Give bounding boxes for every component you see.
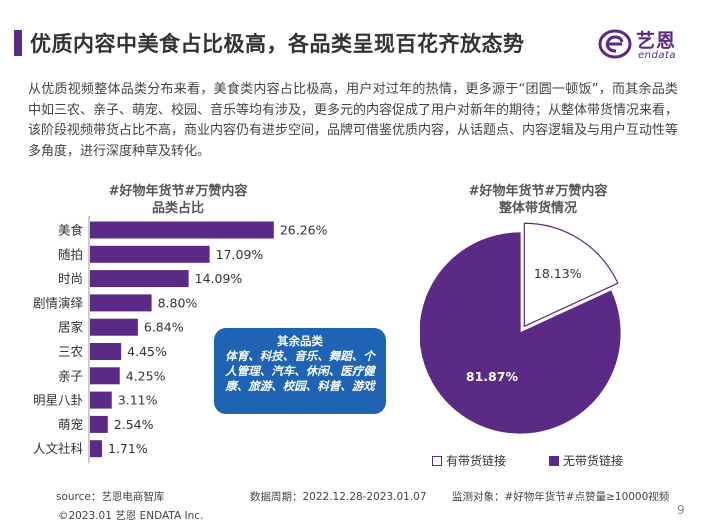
pie-chart-title-line1: #好物年货节#万赞内容 [468,184,608,199]
intro-paragraph: 从优质视频整体品类分布来看，美食类内容占比极高，用户对过年的热情，更多源于“团圆… [28,82,679,159]
footer-source: source：艺恩电商智库 [56,491,165,503]
endata-logo-icon [598,29,632,59]
bar-category-label: 剧情演绎 [33,295,84,310]
bar-value-label: 8.80% [158,295,198,310]
bar [90,245,210,263]
bar-category-label: 居家 [58,320,84,335]
pie-slice [420,232,621,434]
callout-body: 体育、科技、音乐、舞蹈、个人管理、汽车、休闲、医疗健康、旅游、校园、科普、游戏 [225,349,375,393]
bar-value-label: 1.71% [108,441,148,456]
bar-chart-title-line2: 品类占比 [151,201,204,216]
pie-chart-title-line2: 整体带货情况 [498,201,577,216]
legend-label-with-link: 有带货链接 [446,454,507,468]
category-bar-chart: 美食 26.26% 随拍 17.09% 时尚 14.09% 剧情演绎 8.80% 居家 6.84%… [33,216,328,464]
bar-category-label: 三农 [58,344,84,359]
bar-chart-title: #好物年货节#万赞内容 品类占比 [88,183,268,217]
pie-chart-title: #好物年货节#万赞内容 整体带货情况 [448,183,628,217]
footer-copyright: ©2023.01 艺恩 ENDATA Inc. [58,510,204,522]
other-categories-callout: 其余品类 体育、科技、音乐、舞蹈、个人管理、汽车、休闲、医疗健康、旅游、校园、科… [214,328,386,414]
bar-value-label: 17.09% [216,247,264,262]
brand-logo: 艺恩 endata [598,26,698,62]
bar-category-label: 随拍 [58,247,83,262]
bar [90,391,112,409]
bar-value-label: 6.84% [144,320,184,335]
callout-title: 其余品类 [277,334,323,348]
bar [90,294,152,312]
bar [90,318,138,336]
bar-category-label: 时尚 [58,271,83,286]
legend-swatch-without-link [549,456,559,466]
bar-category-label: 亲子 [58,368,83,383]
logo-chinese-text: 艺恩 [636,30,677,52]
legend-item-with-link: 有带货链接 [432,452,506,469]
bar-value-label: 26.26% [280,223,328,238]
bar-value-label: 4.25% [126,368,166,383]
bar [90,415,108,433]
page-title: 优质内容中美食占比极高，各品类呈现百花齐放态势 [30,32,525,56]
bar-category-label: 萌宠 [58,417,83,432]
footer-data-period: 数据周期：2022.12.28-2023.01.07 [250,491,427,503]
pie-slice [523,222,619,328]
legend-label-without-link: 无带货链接 [563,454,624,468]
bar-value-label: 3.11% [118,393,158,408]
legend-item-without-link: 无带货链接 [549,452,623,469]
bar [90,270,189,288]
sales-link-pie-chart: 18.13% 81.87% [420,222,621,434]
bar [90,367,120,385]
legend-swatch-with-link [432,456,442,466]
bar-value-label: 2.54% [114,417,154,432]
footer-monitor-target: 监测对象：#好物年货节#点赞量≥10000视频 [452,491,670,503]
pie-value-label: 18.13% [534,266,582,281]
bar-value-label: 4.45% [127,344,167,359]
bar-chart-title-line1: #好物年货节#万赞内容 [108,184,248,199]
bar-category-label: 明星八卦 [33,393,83,408]
bar-category-label: 人文社科 [33,441,84,456]
bar-value-label: 14.09% [195,271,243,286]
pie-value-label: 81.87% [466,369,519,384]
logo-english-text: endata [638,50,677,61]
page-number: 9 [677,503,685,517]
title-accent-bar [14,30,22,56]
bar [90,343,122,360]
bar [90,440,102,458]
bar-category-label: 美食 [58,223,84,238]
bar [90,221,274,239]
